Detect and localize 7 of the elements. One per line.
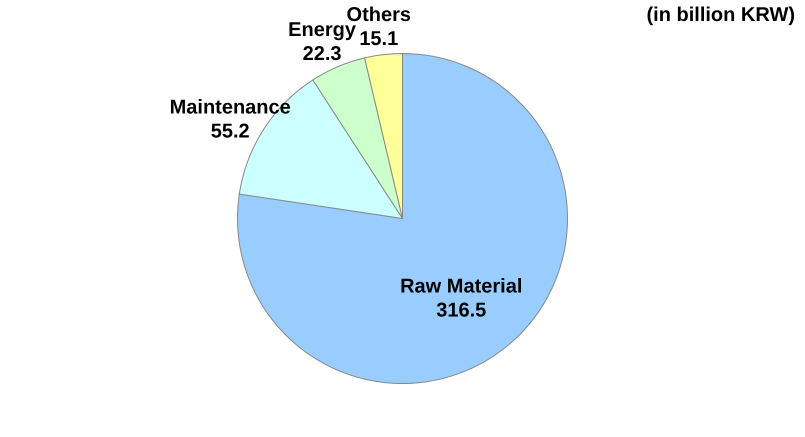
- slice-label: Raw Material: [400, 276, 522, 298]
- data-label: 22.3: [302, 42, 342, 65]
- data-label: 316.5: [436, 300, 486, 322]
- data-label: 15.1: [359, 28, 398, 50]
- slice-label: Maintenance: [170, 96, 291, 118]
- data-label: 55.2: [210, 120, 250, 142]
- text: (in billion KRW): [646, 4, 795, 26]
